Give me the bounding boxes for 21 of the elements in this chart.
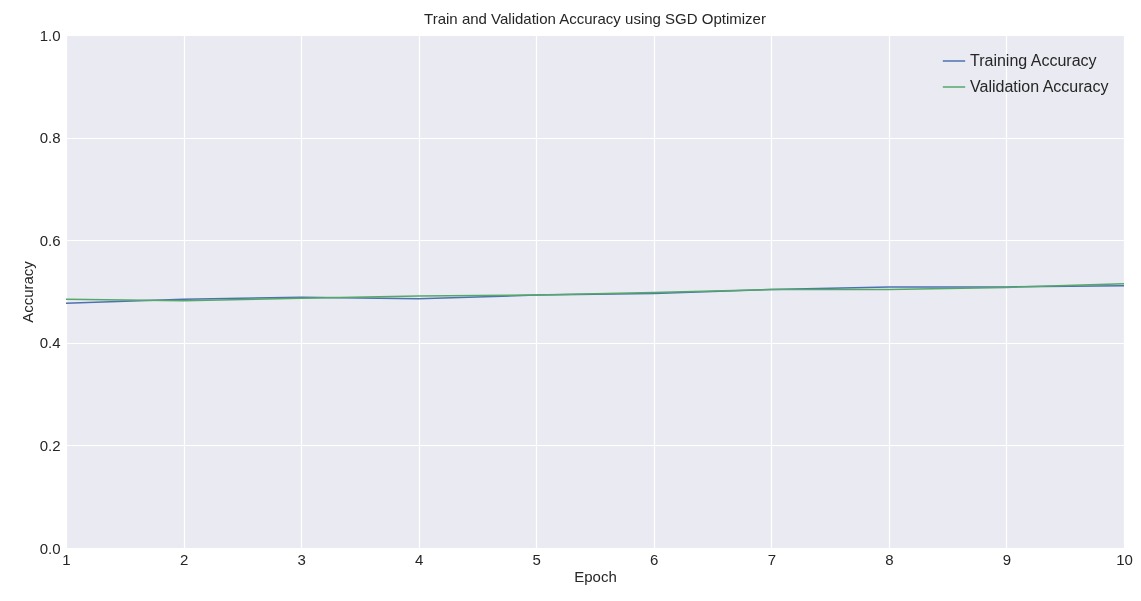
x-tick-label: 10 [1116,550,1133,568]
x-tick-label: 1 [62,550,71,568]
y-tick-label: 0.6 [39,231,61,249]
x-tick-label: 4 [414,550,424,568]
y-tick-label: 0.8 [39,129,61,147]
y-tick-label: 0.4 [39,334,61,352]
y-tick-label: 0.2 [39,436,61,454]
x-tick-label: 2 [179,550,189,568]
x-tick-label: 7 [767,550,777,568]
x-axis-title: Epoch [574,567,617,585]
chart-title: Train and Validation Accuracy using SGD Optimizer [424,10,766,27]
y-axis-title: Accuracy [18,260,36,323]
x-tick-label: 9 [1002,550,1012,568]
y-tick-label: 0.0 [39,539,61,557]
legend-label: Training Accuracy [970,52,1097,69]
x-tick-label: 8 [885,550,894,568]
x-tick-label: 3 [297,550,306,568]
x-tick-label: 5 [532,550,541,568]
x-tick-label: 6 [650,550,659,568]
legend-label: Validation Accuracy [970,78,1109,95]
y-tick-label: 1.0 [39,26,61,44]
